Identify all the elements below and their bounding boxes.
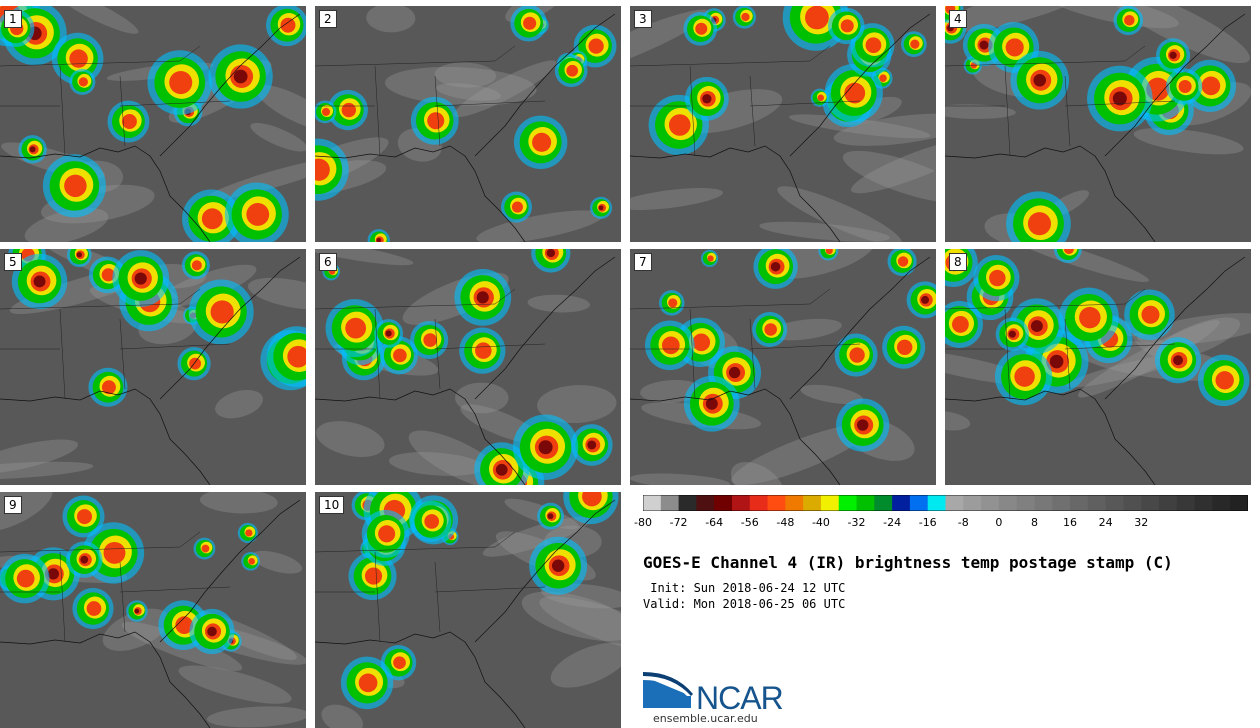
ir-satellite-image [315, 6, 617, 242]
colorbar-segment [660, 495, 680, 511]
colorbar-segment [714, 495, 733, 511]
colorbar-segment [1230, 495, 1248, 511]
colorbar-segment [909, 495, 929, 511]
colorbar-tick-label: -8 [957, 516, 969, 529]
colorbar-segment [1034, 495, 1053, 511]
ncar-logo [643, 672, 693, 708]
ncar-logo-text: NCAR [696, 680, 784, 716]
ir-satellite-image [315, 249, 617, 485]
stamp-label: 4 [949, 10, 967, 28]
colorbar-segment [1016, 495, 1035, 511]
colorbar-segment [820, 495, 840, 511]
ir-satellite-image [945, 6, 1251, 242]
colorbar-segment [1194, 495, 1213, 511]
colorbar-segment [963, 495, 982, 511]
colorbar-segment [1123, 495, 1142, 511]
colorbar-segment [1159, 495, 1178, 511]
colorbar-segment [731, 495, 751, 511]
postage-stamp-10: 10 [315, 492, 621, 728]
postage-stamp-4: 4 [945, 6, 1251, 242]
colorbar-tick-label: -32 [847, 516, 866, 529]
ir-satellite-image [315, 492, 621, 728]
stamp-label: 7 [634, 253, 652, 271]
plot-title: GOES-E Channel 4 (IR) brightness temp po… [643, 553, 1173, 572]
colorbar-segment [1105, 495, 1124, 511]
colorbar-segment [696, 495, 715, 511]
postage-stamp-6: 6 [315, 249, 621, 485]
stamp-label: 9 [4, 496, 22, 514]
colorbar-segment [1087, 495, 1107, 511]
colorbar-tick-label: -24 [883, 516, 902, 529]
colorbar-segment [874, 495, 893, 511]
stamp-label: 6 [319, 253, 337, 271]
colorbar-segment [767, 495, 786, 511]
ncar-url: ensemble.ucar.edu [653, 712, 758, 725]
stamp-label: 8 [949, 253, 967, 271]
ir-satellite-image [0, 6, 306, 242]
colorbar-segment [998, 495, 1018, 511]
ir-satellite-image [630, 249, 936, 485]
colorbar-segment [1070, 495, 1089, 511]
colorbar-tick-label: -64 [705, 516, 724, 529]
colorbar [643, 495, 1248, 511]
stamp-label: 5 [4, 253, 22, 271]
colorbar-tick-label: -56 [740, 516, 759, 529]
postage-stamp-1: 1 [0, 6, 306, 242]
stamp-label: 1 [4, 10, 22, 28]
ir-satellite-image [0, 249, 306, 485]
colorbar-tick-label: -40 [811, 516, 830, 529]
postage-stamp-9: 9 [0, 492, 306, 728]
colorbar-tick-label: 16 [1063, 516, 1078, 529]
colorbar-segment [803, 495, 822, 511]
stamp-label: 10 [319, 496, 345, 514]
colorbar-segment [838, 495, 858, 511]
colorbar-segment [1141, 495, 1160, 511]
colorbar-tick-label: 24 [1098, 516, 1113, 529]
postage-stamp-3: 3 [630, 6, 936, 242]
valid-time: Valid: Mon 2018-06-25 06 UTC [643, 597, 846, 611]
colorbar-segment [927, 495, 946, 511]
colorbar-segment [1212, 495, 1231, 511]
colorbar-segment [892, 495, 911, 511]
init-time: Init: Sun 2018-06-24 12 UTC [643, 581, 846, 595]
colorbar-segment [1176, 495, 1196, 511]
colorbar-tick-label: 32 [1134, 516, 1149, 529]
ir-satellite-image [630, 6, 936, 242]
postage-stamp-8: 8 [945, 249, 1251, 485]
colorbar-tick-label: -16 [918, 516, 937, 529]
stamp-label: 2 [319, 10, 337, 28]
colorbar-segment [981, 495, 1000, 511]
stamp-label: 3 [634, 10, 652, 28]
colorbar-tick-label: -80 [634, 516, 652, 529]
colorbar-segment [1052, 495, 1071, 511]
postage-stamp-5: 5 [0, 249, 306, 485]
colorbar-tick-label: 8 [1030, 516, 1038, 529]
postage-stamp-2: 2 [315, 6, 621, 242]
colorbar-tick-label: -48 [776, 516, 795, 529]
colorbar-segment [785, 495, 804, 511]
colorbar-tick-label: -72 [669, 516, 688, 529]
colorbar-segment [945, 495, 964, 511]
ir-satellite-image [0, 492, 306, 728]
colorbar-segment [678, 495, 697, 511]
postage-stamp-7: 7 [630, 249, 936, 485]
colorbar-segment [643, 495, 662, 511]
ir-satellite-image [945, 249, 1251, 485]
colorbar-tick-label: 0 [995, 516, 1003, 529]
colorbar-segment [856, 495, 875, 511]
colorbar-segment [749, 495, 769, 511]
